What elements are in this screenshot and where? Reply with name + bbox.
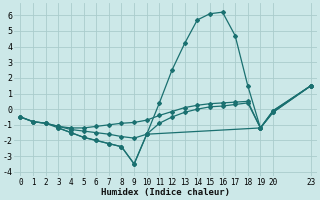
X-axis label: Humidex (Indice chaleur): Humidex (Indice chaleur) <box>101 188 230 197</box>
